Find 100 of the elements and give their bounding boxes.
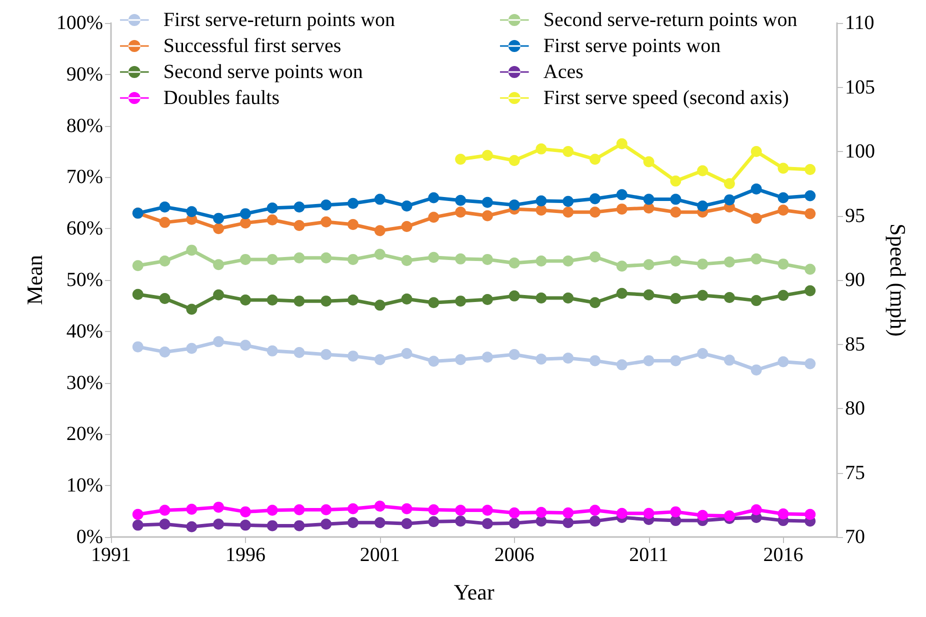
point: [670, 293, 682, 304]
point: [778, 204, 789, 216]
point: [213, 502, 224, 513]
y2-tick-label: 95: [845, 204, 865, 227]
point: [428, 192, 440, 204]
point: [455, 194, 466, 206]
point: [186, 206, 198, 218]
point: [240, 506, 251, 518]
point: [616, 138, 628, 150]
point: [616, 204, 628, 215]
point: [374, 517, 386, 528]
point: [374, 500, 386, 512]
point: [294, 202, 305, 213]
point: [482, 518, 493, 530]
point: [374, 354, 386, 366]
point: [401, 200, 412, 212]
point: [455, 253, 466, 264]
point: [266, 294, 278, 306]
point: [320, 296, 332, 307]
point: [670, 176, 682, 187]
point: [643, 508, 654, 519]
point: [778, 290, 789, 301]
point: [778, 508, 789, 520]
point: [320, 349, 332, 360]
point: [266, 202, 278, 214]
legend-label: First serve-return points won: [163, 9, 396, 31]
point: [455, 504, 466, 516]
point: [697, 200, 708, 212]
point: [590, 355, 600, 366]
x-tick-label: 1996: [225, 544, 266, 566]
point: [240, 254, 251, 265]
y2-tick-label: 70: [845, 526, 865, 548]
point: [508, 258, 520, 269]
point: [616, 508, 628, 519]
x-tick-label: 2011: [629, 544, 668, 566]
point: [536, 255, 547, 266]
point: [536, 195, 547, 206]
point: [401, 221, 412, 232]
y2-axis-title: Speed (mph): [886, 223, 910, 337]
point: [159, 293, 170, 304]
point: [536, 204, 547, 216]
x-axis-title: Year: [454, 580, 495, 604]
point: [590, 206, 600, 218]
point: [401, 348, 412, 359]
legend-label: Doubles faults: [163, 87, 280, 109]
point: [132, 520, 144, 531]
point: [508, 199, 520, 210]
point: [643, 194, 654, 205]
point: [697, 290, 708, 301]
point: [562, 206, 574, 218]
point: [508, 349, 520, 360]
point: [724, 194, 735, 206]
point: [213, 289, 224, 300]
y-axis-title: Mean: [22, 254, 47, 306]
point: [213, 336, 224, 348]
point: [348, 254, 358, 265]
point: [804, 190, 816, 202]
point: [428, 297, 440, 308]
point: [508, 155, 520, 166]
point: [320, 252, 332, 264]
point: [804, 508, 816, 520]
point: [643, 289, 654, 300]
point: [724, 510, 735, 522]
point: [590, 297, 600, 308]
point: [643, 156, 654, 168]
legend-label: Aces: [543, 61, 584, 83]
point: [508, 518, 520, 529]
point: [132, 508, 144, 520]
point: [159, 504, 170, 516]
point: [320, 216, 332, 228]
point: [186, 304, 198, 315]
point: [132, 260, 144, 272]
point: [186, 521, 198, 532]
legend-label: Second serve points won: [163, 61, 363, 83]
point: [428, 356, 440, 367]
point: [213, 223, 224, 234]
point: [562, 352, 574, 364]
point: [778, 356, 789, 368]
point: [428, 516, 440, 528]
point: [374, 300, 386, 311]
legend-label: Successful first serves: [163, 35, 342, 57]
point: [455, 296, 466, 307]
point: [266, 214, 278, 226]
point: [724, 292, 735, 303]
point: [266, 504, 278, 516]
point: [240, 217, 251, 228]
point: [482, 504, 493, 516]
y-tick-label: 10%: [66, 474, 103, 497]
point: [804, 264, 816, 275]
point: [616, 288, 628, 299]
point: [670, 355, 682, 366]
y2-tick-label: 100: [845, 140, 875, 162]
y2-tick-label: 75: [845, 462, 865, 484]
point: [562, 146, 574, 157]
point: [643, 259, 654, 270]
point: [590, 251, 600, 262]
point: [348, 198, 358, 209]
point: [482, 294, 493, 306]
point: [374, 194, 386, 205]
point: [401, 254, 412, 266]
